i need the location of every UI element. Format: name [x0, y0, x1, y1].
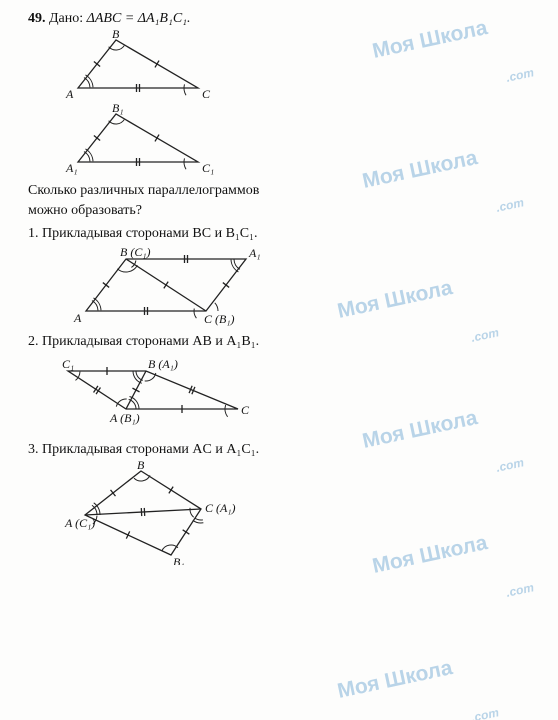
svg-text:B (A₁): B (A₁) [148, 357, 178, 371]
svg-text:B₁: B₁ [112, 104, 124, 115]
svg-text:A (C₁): A (C₁) [64, 516, 95, 530]
figure-parallelogram-2: C₁ B (A₁) A (B₁) C [48, 353, 258, 439]
given-prefix: Дано: [49, 11, 87, 26]
figure-triangle-a1b1c1: A₁ B₁ C₁ [58, 104, 218, 176]
item-1: 1. Прикладывая сторонами BC и B₁C₁. [28, 225, 540, 243]
svg-text:C (A₁): C (A₁) [205, 501, 236, 515]
svg-text:C₁: C₁ [202, 161, 214, 175]
given-equation: ΔABC = ΔA₁B₁C₁. [87, 11, 191, 26]
svg-text:B (C₁): B (C₁) [120, 245, 151, 259]
svg-text:A: A [65, 87, 74, 101]
svg-text:A₁: A₁ [65, 161, 78, 175]
svg-text:B: B [137, 461, 145, 472]
svg-text:C: C [241, 403, 250, 417]
question-line-2: можно образовать? [28, 202, 540, 220]
svg-text:B: B [112, 30, 120, 41]
item-3: 3. Прикладывая сторонами AC и A₁C₁. [28, 441, 540, 459]
problem-number: 49. [28, 11, 46, 26]
svg-text:A (B₁): A (B₁) [109, 411, 140, 425]
figure-parallelogram-3: B C (A₁) B₁ A (C₁) [63, 461, 253, 565]
figure-parallelogram-1: A B (C₁) A₁ C (B₁) [68, 245, 268, 331]
svg-text:B₁: B₁ [173, 555, 185, 565]
figure-triangle-abc: A B C [58, 30, 218, 102]
svg-text:C (B₁): C (B₁) [204, 312, 235, 326]
svg-text:A: A [73, 311, 82, 325]
item-2: 2. Прикладывая сторонами AB и A₁B₁. [28, 333, 540, 351]
svg-text:C₁: C₁ [62, 357, 74, 371]
svg-text:A₁: A₁ [248, 246, 261, 260]
page-content: 49. Дано: ΔABC = ΔA₁B₁C₁. A B C A₁ B₁ C₁ Ско… [0, 0, 558, 575]
question-line-1: Сколько различных параллелограммов [28, 182, 540, 200]
given-line: 49. Дано: ΔABC = ΔA₁B₁C₁. [28, 10, 540, 28]
svg-text:C: C [202, 87, 211, 101]
